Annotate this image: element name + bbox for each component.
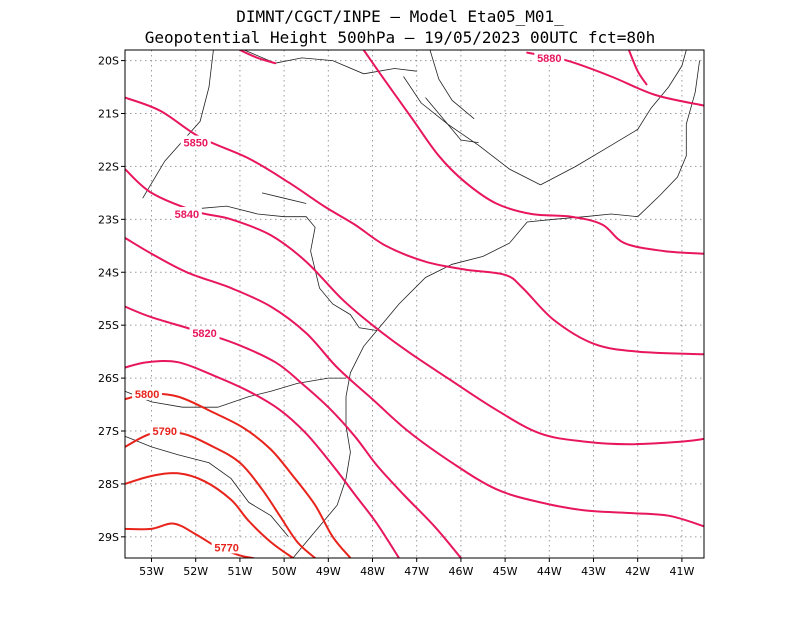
lat-tick-label: 24S <box>98 266 119 279</box>
lat-tick-label: 21S <box>98 108 119 121</box>
contour-label: 5820 <box>192 328 216 340</box>
contour-line <box>125 168 704 446</box>
lon-tick-label: 45W <box>493 565 518 578</box>
contour-label-bg <box>132 386 163 400</box>
contour-line <box>627 50 648 86</box>
grid-lines <box>125 50 704 558</box>
contour-label: 5770 <box>214 542 238 554</box>
contour-label-bg <box>149 424 180 437</box>
contour-line <box>125 359 400 558</box>
contour-label-bg <box>534 50 565 64</box>
contour-label: 5800 <box>135 389 159 401</box>
lon-tick-label: 52W <box>183 565 208 578</box>
border-line <box>125 377 346 408</box>
contour-line <box>125 96 704 356</box>
border-line <box>195 205 377 331</box>
axis-tick-labels: 20S 21S 22S 23S 24S 25S 26S 27S 28S 29S 53W 52W 51W 5… <box>98 55 694 578</box>
contour-label: 5790 <box>153 426 177 438</box>
lon-tick-label: 53W <box>139 565 164 578</box>
contour-line <box>125 522 255 558</box>
lon-tick-label: 47W <box>404 565 429 578</box>
lon-tick-label: 49W <box>316 565 341 578</box>
lon-tick-label: 42W <box>625 565 650 578</box>
map-frame <box>124 49 705 559</box>
border-line <box>429 50 475 120</box>
border-line <box>425 97 479 143</box>
contour-line <box>125 236 704 528</box>
contour-label-bg <box>189 326 220 340</box>
lat-tick-label: 23S <box>98 213 119 226</box>
map-title-line-1: DIMNT/CGCT/INPE – Model Eta05_M01_ <box>236 7 564 26</box>
lat-tick-label: 27S <box>98 425 119 438</box>
lat-tick-label: 26S <box>98 372 119 385</box>
contour-labels: 5880 5850 5840 5820 5800 5790 5770 <box>132 50 565 554</box>
lon-tick-label: 48W <box>360 565 385 578</box>
lat-tick-label: 22S <box>98 160 119 173</box>
contour-label-bg <box>171 207 202 221</box>
contour-line <box>238 50 277 65</box>
lon-tick-label: 44W <box>537 565 562 578</box>
contour-line <box>362 50 704 255</box>
border-line <box>261 192 307 204</box>
political-borders <box>125 50 700 558</box>
lon-tick-label: 43W <box>581 565 606 578</box>
contour-label-bg <box>180 135 211 149</box>
border-line <box>637 60 700 217</box>
lat-tick-label: 29S <box>98 531 119 544</box>
contour-line <box>125 472 294 558</box>
map-title-line-2: Geopotential Height 500hPa – 19/05/2023 … <box>145 28 656 47</box>
lat-tick-label: 20S <box>98 55 119 68</box>
contour-line <box>125 430 317 558</box>
lon-tick-label: 46W <box>448 565 473 578</box>
border-line <box>142 50 214 199</box>
lon-tick-label: 41W <box>669 565 694 578</box>
lon-tick-label: 51W <box>227 565 252 578</box>
border-line <box>376 213 638 331</box>
border-line <box>125 435 289 538</box>
contour-label: 5850 <box>183 138 207 150</box>
border-line <box>292 330 378 558</box>
border-line <box>403 76 541 186</box>
lon-tick-label: 50W <box>272 565 297 578</box>
contour-label-bg <box>211 540 242 554</box>
border-line <box>540 50 687 186</box>
contour-line <box>125 392 352 558</box>
contour-label: 5880 <box>537 53 561 65</box>
contour-label: 5840 <box>175 209 199 221</box>
lat-tick-label: 25S <box>98 319 119 332</box>
lat-tick-label: 28S <box>98 478 119 491</box>
height-contours <box>125 50 704 558</box>
